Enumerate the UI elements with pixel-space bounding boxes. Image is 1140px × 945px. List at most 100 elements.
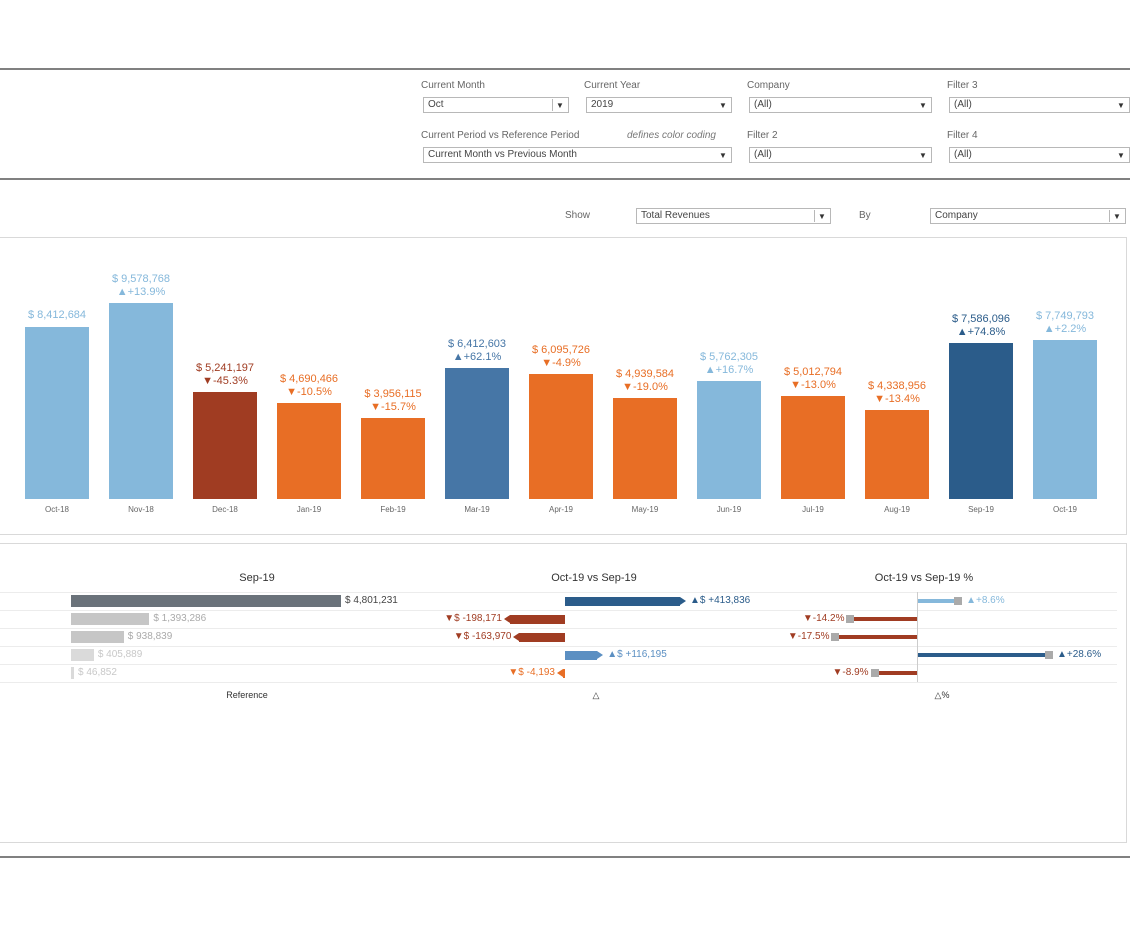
x-tick-label: May-19 — [631, 505, 659, 514]
color-coding-note: defines color coding — [627, 130, 716, 141]
bar-value-label: $ 5,762,305 — [699, 350, 759, 363]
delta-pct-marker — [870, 669, 879, 677]
delta-footer-label: △ — [592, 690, 600, 700]
delta-pct-zero-axis — [917, 592, 918, 682]
filter3-select[interactable]: (All) ▼ — [949, 97, 1130, 113]
delta-bar-cap — [557, 668, 563, 677]
bar-Feb-19[interactable] — [361, 417, 425, 499]
delta-bar[interactable] — [509, 614, 565, 624]
bar-Jul-19[interactable] — [781, 396, 845, 499]
bar-change-label: ▼-15.7% — [370, 400, 416, 413]
reference-value-label: $ 938,839 — [127, 631, 173, 642]
current-year-select[interactable]: 2019 ▼ — [586, 97, 732, 113]
chevron-down-icon: ▼ — [719, 151, 727, 160]
bar-value-label: $ 3,956,115 — [364, 387, 422, 400]
bar-change-label: ▼-13.4% — [874, 393, 920, 406]
current-month-select[interactable]: Oct ▼ — [423, 97, 569, 113]
company-filter-select[interactable]: (All) ▼ — [749, 97, 932, 113]
company-filter-label: Company — [747, 80, 790, 91]
filter2-label: Filter 2 — [747, 130, 778, 141]
bar-Sep-19[interactable] — [949, 343, 1013, 499]
bar-Nov-18[interactable] — [109, 302, 173, 499]
row-separator — [0, 628, 1117, 629]
delta-value-label: ▲$ +116,195 — [607, 649, 667, 660]
filter2-select[interactable]: (All) ▼ — [749, 147, 932, 163]
delta-pct-marker — [1045, 651, 1053, 659]
top-divider — [0, 68, 1130, 70]
delta-bar[interactable] — [565, 596, 680, 606]
reference-bar[interactable] — [71, 649, 94, 661]
bar-Dec-18[interactable] — [193, 391, 257, 499]
bar-Oct-18[interactable] — [25, 326, 89, 499]
chevron-down-icon: ▼ — [719, 101, 727, 110]
bar-value-label: $ 9,578,768 — [111, 272, 171, 285]
delta-bar-cap — [503, 614, 510, 623]
by-dimension-select[interactable]: Company ▼ — [930, 208, 1126, 224]
reference-bar[interactable] — [71, 631, 124, 643]
delta-pct-marker — [831, 633, 840, 641]
breakdown-panel: Sep-19 Oct-19 vs Sep-19 Oct-19 vs Sep-19… — [0, 543, 1127, 843]
delta-pct-bar[interactable] — [917, 653, 1047, 657]
period-compare-label: Current Period vs Reference Period — [421, 130, 580, 141]
breakdown-rows: $ 4,801,231 ▲$ +413,836 ▲+8.6% $ 1,393,286 ▼… — [0, 544, 1126, 842]
bar-value-label: $ 6,412,603 — [447, 337, 507, 350]
bar-Aug-19[interactable] — [865, 410, 929, 499]
reference-column-title: Sep-19 — [239, 572, 275, 584]
bar-value-label: $ 7,586,096 — [951, 313, 1011, 326]
delta-bar[interactable] — [565, 650, 598, 660]
row-separator — [0, 664, 1117, 665]
bar-Mar-19[interactable] — [445, 367, 509, 499]
show-measure-select[interactable]: Total Revenues ▼ — [636, 208, 831, 224]
x-tick-label: Nov-18 — [128, 505, 154, 514]
bar-Jun-19[interactable] — [697, 380, 761, 499]
delta-bar-cap — [597, 650, 604, 659]
show-label: Show — [565, 210, 591, 221]
x-tick-label: Oct-19 — [1052, 505, 1077, 514]
delta-pct-bar[interactable] — [917, 599, 957, 603]
filter4-select[interactable]: (All) ▼ — [949, 147, 1130, 163]
bar-change-label: ▼-13.0% — [790, 379, 836, 392]
bar-value-label: $ 6,095,726 — [531, 344, 591, 357]
delta-pct-footer-label: △% — [934, 690, 950, 700]
bar-value-label: $ 4,338,956 — [867, 380, 927, 393]
delta-bar[interactable] — [563, 668, 565, 678]
reference-bar[interactable] — [71, 667, 74, 679]
bar-change-label: ▼-4.9% — [541, 357, 581, 370]
bar-May-19[interactable] — [613, 397, 677, 499]
x-tick-label: Jan-19 — [296, 505, 322, 514]
delta-pct-label: ▼-8.9% — [832, 667, 869, 678]
row-separator — [0, 610, 1117, 611]
reference-value-label: $ 405,889 — [97, 649, 143, 660]
period-compare-select[interactable]: Current Month vs Previous Month ▼ — [423, 147, 732, 163]
bar-change-label: ▼-10.5% — [286, 385, 332, 398]
filters-divider — [0, 178, 1130, 180]
bar-value-label: $ 5,012,794 — [783, 366, 843, 379]
reference-bar[interactable] — [71, 613, 150, 625]
delta-pct-bar[interactable] — [876, 671, 917, 675]
filter4-label: Filter 4 — [947, 130, 978, 141]
chevron-down-icon: ▼ — [919, 101, 927, 110]
reference-footer-label: Reference — [226, 690, 268, 700]
delta-bar[interactable] — [519, 632, 565, 642]
filter2-value: (All) — [754, 149, 772, 160]
chevron-down-icon: ▼ — [552, 99, 567, 111]
delta-pct-marker — [846, 615, 855, 623]
delta-pct-column-title: Oct-19 vs Sep-19 % — [874, 572, 974, 584]
delta-pct-bar[interactable] — [852, 617, 917, 621]
bar-change-label: ▲+13.9% — [116, 285, 166, 298]
bar-Jan-19[interactable] — [277, 402, 341, 499]
bottom-divider — [0, 856, 1130, 858]
x-tick-label: Feb-19 — [380, 505, 406, 514]
delta-pct-bar[interactable] — [837, 635, 917, 639]
x-tick-label: Sep-19 — [968, 505, 994, 514]
bar-Oct-19[interactable] — [1033, 340, 1097, 499]
bar-change-label: ▲+74.8% — [956, 326, 1006, 339]
delta-value-label: ▼$ -163,970 — [453, 631, 512, 642]
bar-Apr-19[interactable] — [529, 374, 593, 499]
current-year-label: Current Year — [584, 80, 641, 91]
delta-bar-cap — [513, 632, 520, 641]
bar-value-label: $ 7,749,793 — [1035, 310, 1095, 323]
reference-bar[interactable] — [71, 595, 341, 607]
bar-change-label: ▼-45.3% — [202, 374, 248, 387]
bar-value-label: $ 4,690,466 — [279, 372, 339, 385]
